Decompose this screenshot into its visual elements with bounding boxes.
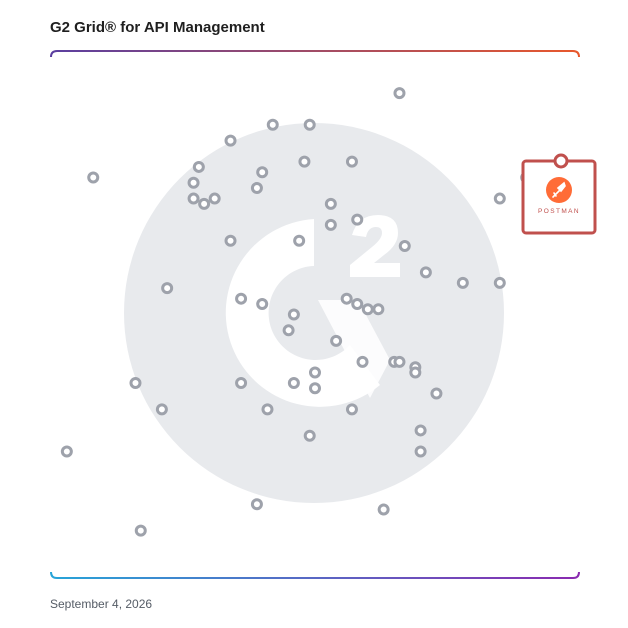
- vendor-point[interactable]: [340, 292, 353, 305]
- vendor-point[interactable]: [192, 160, 205, 173]
- vendor-point[interactable]: [87, 171, 100, 184]
- featured-pin: [553, 153, 569, 169]
- vendor-point[interactable]: [235, 292, 248, 305]
- vendor-point[interactable]: [161, 282, 174, 295]
- vendor-point[interactable]: [324, 218, 337, 231]
- vendor-point[interactable]: [409, 366, 422, 379]
- rocket-glyph: [552, 181, 566, 198]
- vendor-point[interactable]: [351, 213, 364, 226]
- vendor-point[interactable]: [393, 87, 406, 100]
- vendor-point[interactable]: [309, 366, 321, 379]
- featured-vendor-postman[interactable]: POSTMAN: [521, 153, 597, 235]
- vendor-point[interactable]: [282, 324, 295, 337]
- vendor-point[interactable]: [493, 276, 506, 289]
- vendor-point[interactable]: [134, 524, 147, 537]
- g2-watermark-logo: [124, 123, 504, 503]
- vendor-point[interactable]: [330, 334, 343, 347]
- chart-title: G2 Grid® for API Management: [50, 19, 265, 36]
- vendor-point[interactable]: [372, 303, 385, 316]
- vendor-point[interactable]: [377, 503, 390, 516]
- vendor-point[interactable]: [187, 176, 200, 189]
- vendor-point[interactable]: [419, 266, 432, 279]
- vendor-point[interactable]: [345, 403, 358, 416]
- vendor-point[interactable]: [356, 355, 369, 368]
- vendor-point[interactable]: [187, 192, 200, 205]
- vendor-point[interactable]: [235, 377, 248, 390]
- vendor-point[interactable]: [250, 182, 263, 195]
- vendor-point[interactable]: [129, 377, 142, 390]
- vendor-point[interactable]: [414, 424, 427, 437]
- vendor-point[interactable]: [198, 197, 211, 210]
- vendor-point[interactable]: [414, 445, 427, 458]
- vendor-point[interactable]: [430, 387, 443, 400]
- vendor-point[interactable]: [345, 155, 358, 168]
- vendor-point[interactable]: [293, 234, 306, 247]
- vendor-point[interactable]: [261, 403, 274, 416]
- grid-frame: [50, 50, 580, 579]
- vendor-point[interactable]: [324, 197, 337, 210]
- vendor-point[interactable]: [224, 234, 237, 247]
- vendor-point[interactable]: [493, 192, 506, 205]
- vendor-point[interactable]: [266, 118, 279, 131]
- vendor-point[interactable]: [351, 297, 364, 310]
- vendor-point[interactable]: [298, 155, 311, 168]
- vendor-point[interactable]: [60, 445, 73, 458]
- vendor-point[interactable]: [303, 118, 316, 131]
- vendor-point[interactable]: [393, 355, 406, 368]
- vendor-point[interactable]: [224, 134, 237, 147]
- vendor-point[interactable]: [287, 377, 300, 390]
- vendor-point[interactable]: [208, 192, 221, 205]
- grid-date: September 4, 2026: [50, 597, 153, 611]
- vendor-point[interactable]: [398, 239, 411, 252]
- vendor-point[interactable]: [256, 166, 269, 179]
- vendor-point[interactable]: [309, 382, 321, 395]
- vendor-point[interactable]: [155, 403, 168, 416]
- featured-vendor-label: POSTMAN: [538, 208, 580, 215]
- vendor-point[interactable]: [287, 308, 300, 321]
- vendor-points: [60, 87, 533, 537]
- vendor-point[interactable]: [456, 276, 469, 289]
- vendor-point[interactable]: [303, 429, 316, 442]
- vendor-point[interactable]: [256, 297, 269, 310]
- vendor-point[interactable]: [361, 303, 374, 316]
- vendor-point[interactable]: [250, 498, 263, 511]
